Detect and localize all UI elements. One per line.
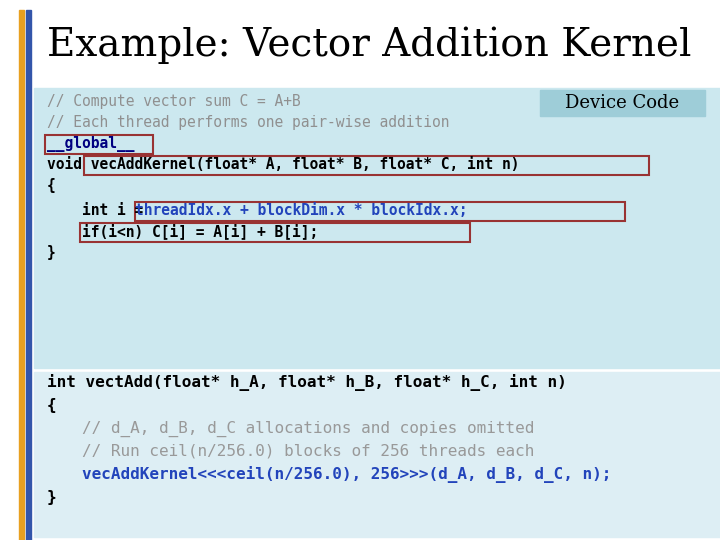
Bar xyxy=(540,90,705,116)
Text: int vectAdd(float* h_A, float* h_B, float* h_C, int n): int vectAdd(float* h_A, float* h_B, floa… xyxy=(47,374,567,391)
Text: void vecAddKernel(float* A, float* B, float* C, int n): void vecAddKernel(float* A, float* B, fl… xyxy=(47,157,520,172)
Text: // Compute vector sum C = A+B: // Compute vector sum C = A+B xyxy=(47,94,301,109)
Text: {: { xyxy=(47,398,57,413)
Text: vecAddKernel<<<ceil(n/256.0), 256>>>(d_A, d_B, d_C, n);: vecAddKernel<<<ceil(n/256.0), 256>>>(d_A… xyxy=(82,466,611,483)
Bar xyxy=(26,10,31,540)
Text: }: } xyxy=(47,245,55,260)
Bar xyxy=(45,135,153,154)
Text: // d_A, d_B, d_C allocations and copies omitted: // d_A, d_B, d_C allocations and copies … xyxy=(82,421,534,437)
Text: int i =: int i = xyxy=(82,203,152,218)
Bar xyxy=(135,202,625,221)
Text: __global__: __global__ xyxy=(47,136,135,152)
Bar xyxy=(80,223,470,242)
Text: {: { xyxy=(47,178,55,193)
Bar xyxy=(19,10,24,540)
Bar xyxy=(34,88,720,368)
Text: threadIdx.x + blockDim.x * blockIdx.x;: threadIdx.x + blockDim.x * blockIdx.x; xyxy=(135,203,467,218)
Bar xyxy=(84,156,649,175)
Bar xyxy=(34,372,720,537)
Text: if(i<n) C[i] = A[i] + B[i];: if(i<n) C[i] = A[i] + B[i]; xyxy=(82,223,318,239)
Text: Example: Vector Addition Kernel: Example: Vector Addition Kernel xyxy=(47,26,691,64)
Text: Device Code: Device Code xyxy=(565,94,680,112)
Text: // Run ceil(n/256.0) blocks of 256 threads each: // Run ceil(n/256.0) blocks of 256 threa… xyxy=(82,444,534,459)
Text: }: } xyxy=(47,490,57,505)
Text: // Each thread performs one pair-wise addition: // Each thread performs one pair-wise ad… xyxy=(47,115,449,130)
